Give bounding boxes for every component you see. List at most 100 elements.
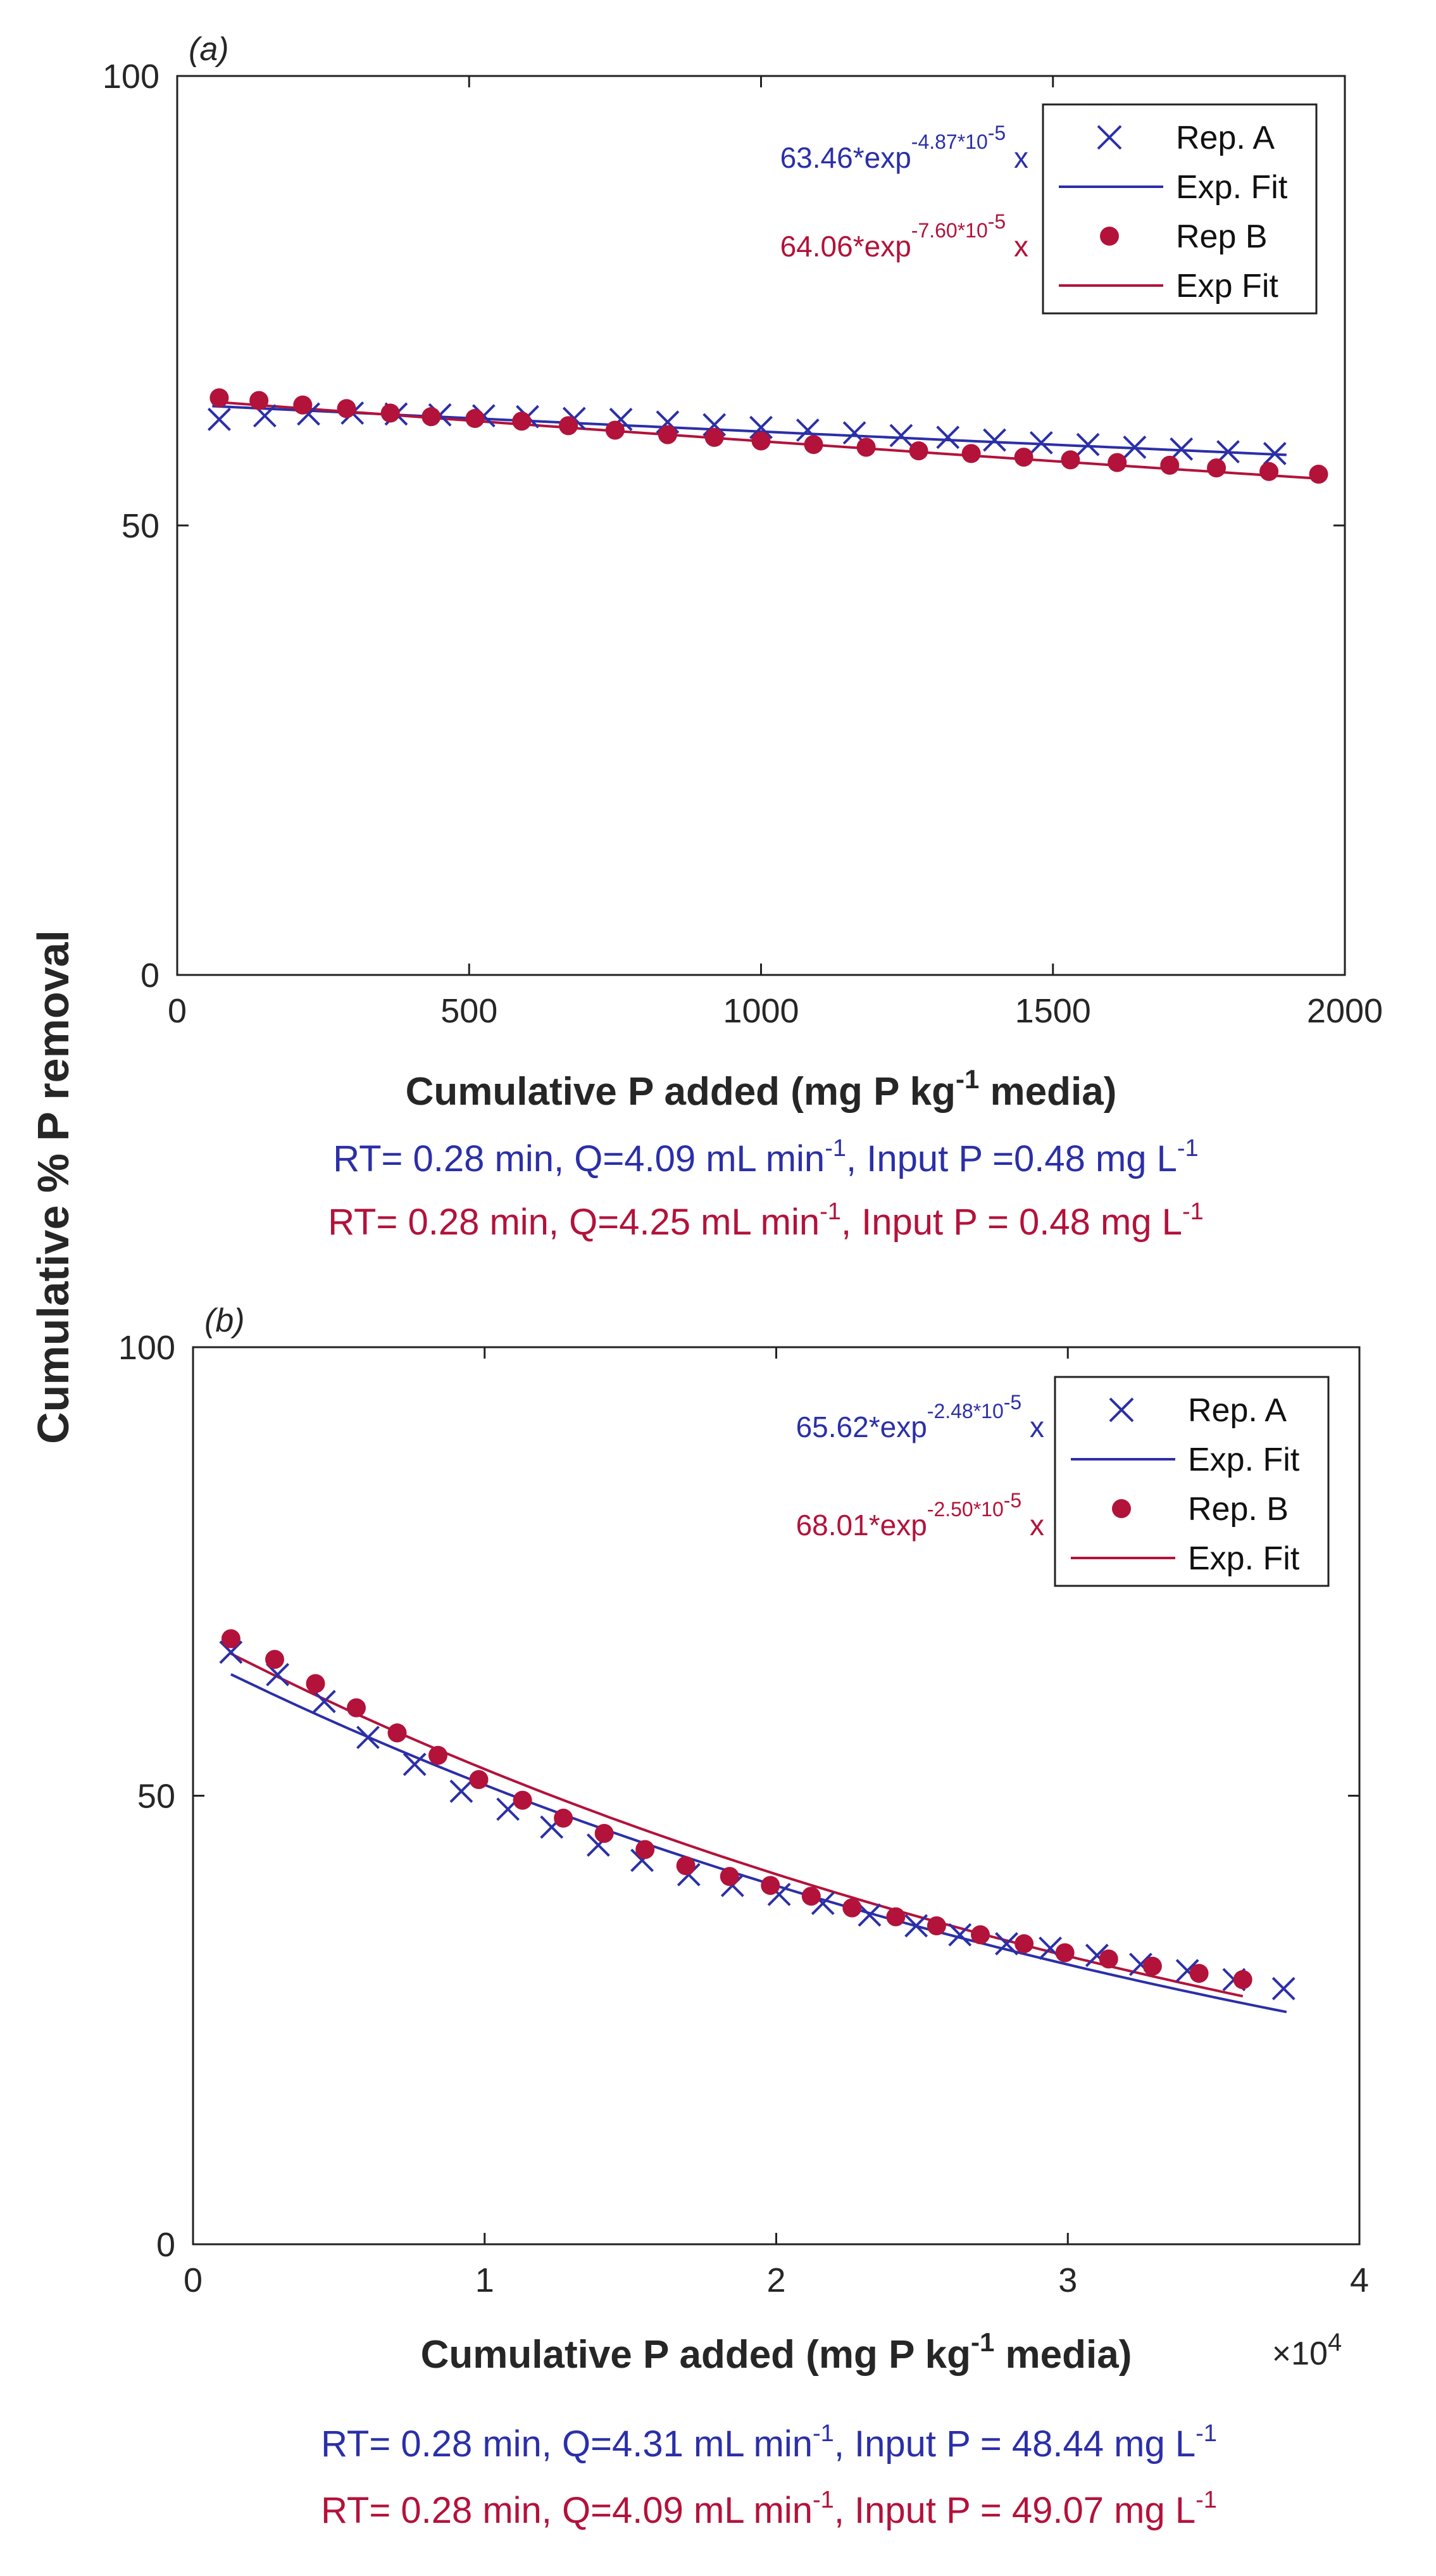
x-multiplier: ×104 (1272, 2328, 1342, 2372)
y-tick-label: 100 (118, 1329, 175, 1367)
legend-label: Exp. Fit (1188, 1442, 1300, 1478)
data-point (1099, 1949, 1118, 1969)
legend-box (1042, 103, 1318, 315)
data-point (449, 1780, 473, 1803)
y-tick-label: 0 (140, 957, 159, 995)
y-axis-label: Cumulative % P removal (28, 930, 78, 1444)
data-point (465, 409, 485, 429)
data-point (635, 1840, 655, 1859)
data-point (858, 1903, 882, 1927)
x-tick-label: 4 (1350, 2261, 1369, 2299)
data-point (886, 1907, 906, 1926)
data-point (1055, 1943, 1075, 1963)
data-point (1061, 450, 1080, 470)
panel-label: (b) (204, 1302, 245, 1339)
data-point (1108, 453, 1127, 472)
data-point (421, 407, 441, 427)
x-axis-label: Cumulative P added (mg P kg-1 media) (421, 2327, 1132, 2377)
data-point (594, 1824, 614, 1844)
data-point (428, 1745, 448, 1765)
legend-label: Rep. A (1176, 120, 1275, 156)
legend-label: Exp Fit (1176, 268, 1278, 305)
legend-box (1054, 1376, 1330, 1587)
data-point (801, 1887, 821, 1906)
data-point (1216, 440, 1240, 463)
data-point (1170, 437, 1194, 461)
x-tick-label: 1500 (1015, 992, 1091, 1030)
data-point (249, 391, 269, 410)
legend-label: Rep B (1176, 218, 1268, 255)
panel-label: (a) (189, 31, 229, 68)
y-tick-label: 50 (122, 507, 159, 545)
data-point (889, 424, 913, 448)
condition-text: RT= 0.28 min, Q=4.09 mL min-1, Input P =… (333, 1135, 1198, 1179)
data-point (971, 1925, 990, 1945)
data-point (265, 1650, 285, 1669)
data-point (1207, 458, 1227, 478)
y-tick-label: 50 (137, 1778, 175, 1816)
data-point (676, 1856, 696, 1876)
data-point (387, 1723, 407, 1743)
data-point (1309, 465, 1328, 484)
x-tick-label: 2000 (1307, 992, 1383, 1030)
data-point (842, 1898, 862, 1918)
data-point (1015, 1934, 1034, 1954)
data-point (306, 1674, 325, 1693)
data-point (804, 435, 823, 455)
data-point (403, 1752, 427, 1776)
data-point (904, 1914, 928, 1938)
data-point (720, 1867, 739, 1887)
data-point (1271, 1976, 1296, 2001)
data-point (347, 1698, 366, 1718)
fit-curve (230, 1652, 1244, 1998)
data-point (704, 427, 724, 447)
data-point (909, 441, 928, 461)
data-point (513, 1790, 532, 1810)
fit-equation: 68.01*exp-2.50*10-5 x (796, 1489, 1044, 1542)
x-tick-label: 0 (184, 2261, 203, 2299)
y-tick-label: 100 (103, 58, 159, 96)
legend-marker (1109, 1397, 1134, 1423)
data-point (1014, 448, 1033, 467)
legend-marker (1097, 125, 1122, 150)
x-tick-label: 2 (766, 2261, 785, 2299)
x-tick-label: 1 (475, 2261, 494, 2299)
data-point (208, 408, 231, 431)
plot-frame (176, 75, 1346, 976)
data-point (1160, 455, 1180, 475)
data-point (1123, 436, 1147, 459)
data-point (337, 399, 356, 418)
data-point (512, 412, 532, 431)
fit-curve (230, 1673, 1287, 2014)
data-point (1029, 430, 1053, 455)
legend-label: Rep. B (1188, 1491, 1289, 1528)
data-point (995, 1932, 1018, 1956)
data-point (927, 1916, 946, 1935)
x-tick-label: 3 (1058, 2261, 1077, 2299)
data-point (961, 444, 981, 463)
data-point (356, 1725, 380, 1749)
data-point (469, 1769, 489, 1789)
data-point (554, 1808, 573, 1828)
data-point (751, 431, 771, 451)
x-tick-label: 0 (168, 992, 187, 1030)
data-point (1233, 1970, 1252, 1989)
legend-marker (1112, 1499, 1131, 1518)
data-point (221, 1629, 240, 1649)
legend-label: Rep. A (1188, 1392, 1287, 1429)
condition-text: RT= 0.28 min, Q=4.25 mL min-1, Input P =… (328, 1198, 1204, 1243)
panel-a: (a) 0 500 1000 1500 2000 0 50 100 63.46*exp-4.87*… (103, 31, 1383, 1243)
data-point (293, 395, 313, 415)
data-point (1259, 462, 1279, 481)
legend: Rep. A Exp. Fit Rep. B Exp. Fit (1054, 1376, 1330, 1587)
data-point (761, 1876, 780, 1895)
data-point (1189, 1964, 1209, 1983)
condition-text: RT= 0.28 min, Q=4.09 mL min-1, Input P =… (321, 2487, 1217, 2531)
fit-equation: 64.06*exp-7.60*10-5 x (780, 210, 1028, 263)
fit-equation: 65.62*exp-2.48*10-5 x (796, 1391, 1044, 1443)
legend-label: Exp. Fit (1188, 1540, 1300, 1577)
legend-marker (1100, 227, 1119, 246)
data-point (658, 425, 677, 444)
legend-label: Exp. Fit (1176, 169, 1288, 206)
x-tick-label: 500 (440, 992, 497, 1030)
